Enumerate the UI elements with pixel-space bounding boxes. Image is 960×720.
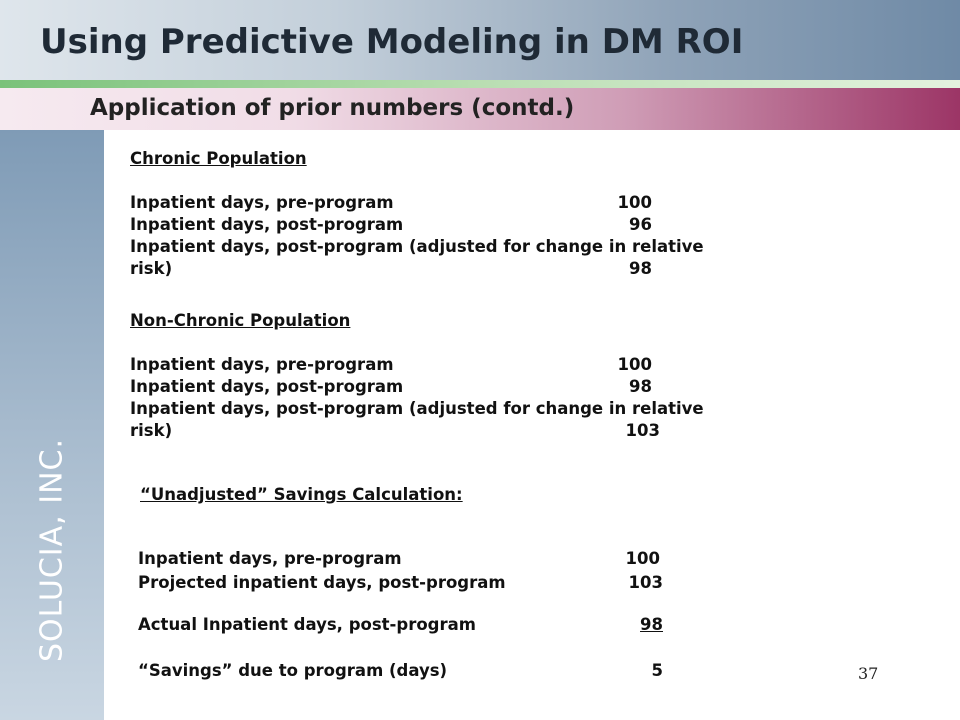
row-label: Inpatient days, pre-program (130, 193, 394, 212)
title-band (0, 0, 960, 80)
row-label: Inpatient days, post-program (130, 377, 404, 396)
row-value: 100 (625, 549, 660, 568)
row-label: Projected inpatient days, post-program (138, 573, 506, 592)
company-name: SOLUCIA, INC. (34, 438, 70, 662)
row-label: Inpatient days, pre-program (130, 355, 394, 374)
row-label: Inpatient days, post-program (adjusted f… (130, 399, 704, 418)
non-chronic-heading-text: Non-Chronic Population (130, 311, 351, 330)
page-number: 37 (858, 664, 879, 683)
chronic-heading-text: Chronic Population (130, 149, 307, 168)
row-label: risk) (130, 421, 173, 440)
row-value: 98 (629, 377, 652, 396)
row-value: 100 (617, 355, 652, 374)
accent-stripe (0, 80, 960, 88)
savings-heading-text: “Unadjusted” Savings Calculation: (140, 485, 463, 504)
subtitle-band (0, 88, 960, 130)
sidebar: SOLUCIA, INC. (0, 130, 104, 720)
row-label: “Savings” due to program (days) (138, 661, 448, 680)
row-value: 5 (651, 661, 663, 680)
row-label: Inpatient days, pre-program (138, 549, 402, 568)
row-label: Inpatient days, post-program (130, 215, 404, 234)
row-label: risk) (130, 259, 173, 278)
row-value: 98 (629, 259, 652, 278)
slide-subtitle: Application of prior numbers (contd.) (90, 95, 575, 121)
row-value: 98 (640, 615, 663, 634)
row-value: 103 (628, 573, 663, 592)
row-value: 103 (625, 421, 660, 440)
slide-title: Using Predictive Modeling in DM ROI (40, 22, 744, 62)
row-label: Actual Inpatient days, post-program (138, 615, 476, 634)
row-value: 100 (617, 193, 652, 212)
row-value: 96 (629, 215, 652, 234)
row-label: Inpatient days, post-program (adjusted f… (130, 237, 704, 256)
